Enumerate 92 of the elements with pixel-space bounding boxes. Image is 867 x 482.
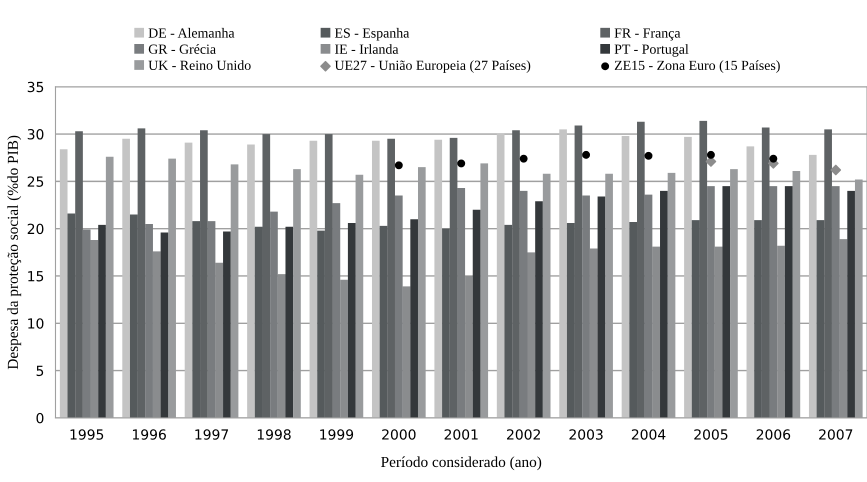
bar (98, 224, 106, 418)
x-tick-label: 1998 (258, 429, 291, 440)
bar (722, 186, 730, 418)
point (769, 154, 778, 163)
x-tick-label: 2001 (444, 429, 478, 440)
bar (652, 246, 660, 418)
bar (472, 210, 480, 418)
legend-label: PT - Portugal (614, 44, 688, 57)
bar (707, 186, 715, 418)
x-tick-label: 2000 (382, 429, 416, 440)
y-tick-label: 35 (28, 82, 44, 92)
x-tick-label: 2002 (507, 429, 540, 440)
bar (285, 226, 294, 418)
point (582, 150, 590, 159)
legend-label: GR - Grécia (148, 44, 216, 54)
y-tick-label: 25 (28, 176, 44, 187)
x-tick-label: 1999 (320, 429, 354, 440)
bar (808, 154, 817, 418)
bar (122, 138, 130, 418)
x-tick-label: 1997 (195, 429, 228, 440)
bar (660, 190, 668, 418)
bar (784, 186, 793, 418)
legend-label: UE27 - União Europeia (27 Países) (334, 60, 530, 73)
bar (402, 286, 410, 418)
bar (434, 140, 442, 418)
legend-label: IE - Irlanda (335, 44, 398, 54)
y-tick-label: 10 (28, 318, 44, 329)
bar (457, 188, 466, 418)
bar (746, 146, 754, 418)
bar (559, 129, 567, 418)
legend-label: FR - França (614, 28, 680, 41)
bar (270, 212, 278, 418)
bar (223, 232, 231, 418)
x-tick-label: 2006 (756, 429, 790, 440)
x-tick-label: 2007 (819, 429, 852, 440)
bar (90, 240, 98, 418)
bar (832, 186, 840, 418)
bar (496, 133, 504, 418)
point (706, 150, 715, 159)
bar (622, 136, 630, 418)
bar (278, 274, 286, 418)
bar (410, 219, 418, 418)
bar (465, 276, 473, 418)
y-tick-label: 0 (36, 412, 44, 424)
legend-label: UK - Reino Unido (148, 60, 251, 70)
bar (847, 190, 855, 418)
bar (520, 190, 528, 418)
bar (348, 223, 356, 418)
x-tick-label: 2004 (632, 429, 666, 440)
legend-label: ES - Espanha (334, 28, 410, 41)
bar (840, 239, 848, 418)
bar (770, 186, 778, 418)
point (394, 161, 403, 170)
legend-label: DE - Alemanha (148, 28, 234, 38)
bar (310, 140, 318, 418)
bar (184, 142, 192, 418)
y-tick-label: 5 (36, 366, 44, 376)
bar (160, 232, 168, 418)
y-tick-label: 20 (28, 224, 44, 234)
bar (208, 221, 216, 418)
bar (372, 140, 380, 418)
x-tick-label: 1995 (70, 429, 104, 440)
bar (60, 149, 68, 418)
bar (82, 230, 91, 418)
x-tick-label: 2005 (694, 429, 728, 440)
x-tick-label: 2003 (569, 429, 603, 440)
bar (590, 248, 598, 418)
bar (684, 136, 692, 418)
point (457, 159, 466, 168)
bar (582, 196, 590, 418)
point (520, 154, 528, 163)
bar (777, 246, 785, 418)
x-axis-title: Período considerado (ano) (381, 456, 542, 470)
x-tick-label: 1996 (132, 429, 166, 440)
bar (644, 194, 652, 418)
bar (247, 144, 255, 418)
bar (215, 262, 224, 418)
point (830, 164, 842, 176)
bar (152, 251, 161, 418)
bar (528, 252, 536, 418)
bar (714, 246, 722, 418)
legend-label: ZE15 - Zona Euro (15 Países) (614, 60, 780, 73)
bar (535, 201, 543, 418)
y-tick-label: 30 (28, 129, 44, 140)
y-tick-label: 15 (28, 271, 44, 282)
bar (394, 196, 403, 418)
y-axis-title: Despesa da proteção social (%do PIB) (7, 136, 22, 370)
bar (598, 196, 606, 418)
point (644, 152, 652, 160)
bar (340, 280, 348, 418)
bar (332, 203, 340, 418)
bar (145, 224, 153, 418)
